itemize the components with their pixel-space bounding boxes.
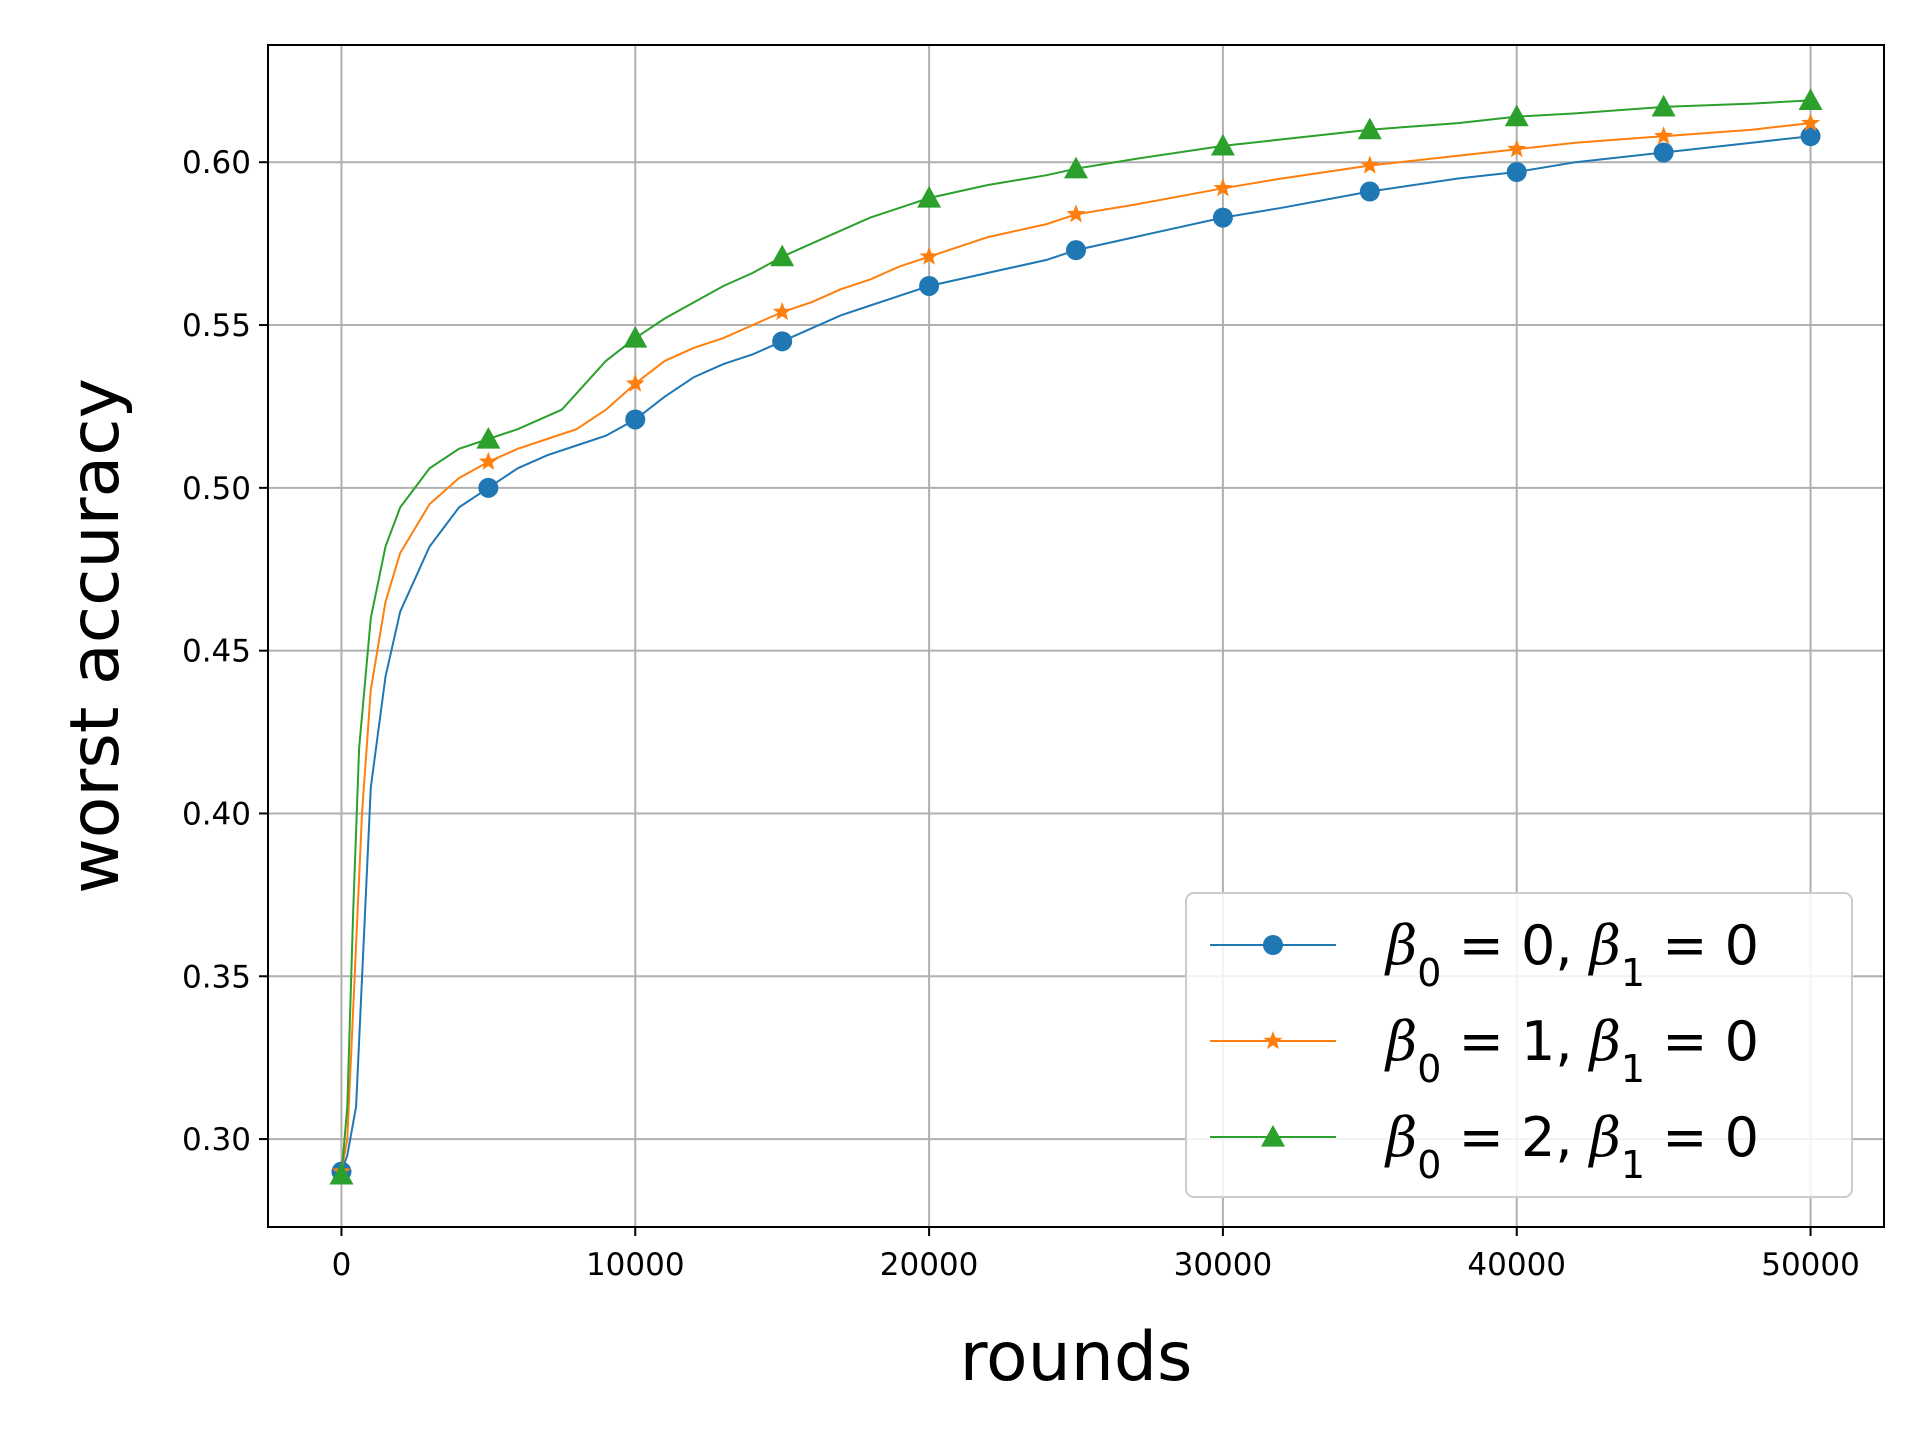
data-point <box>917 186 942 208</box>
y-tick-label: 0.55 <box>182 308 251 344</box>
data-point <box>1066 204 1086 223</box>
data-point <box>919 246 939 265</box>
legend-label-2: β0 = 2, β1 = 0 <box>1384 1106 1759 1187</box>
data-point <box>772 302 792 321</box>
series-line-2 <box>340 99 1811 1175</box>
y-tick-label: 0.30 <box>182 1122 251 1158</box>
data-point <box>1654 126 1674 145</box>
data-point <box>772 331 793 352</box>
data-point <box>1210 133 1235 156</box>
data-point <box>329 1162 354 1185</box>
axis-ticks: 0 10000 20000 30000 40000 50000 0.30 0.35 0.40 0.… <box>182 145 1860 1283</box>
data-point <box>1360 155 1380 174</box>
legend-marker-1 <box>1263 1031 1283 1050</box>
y-tick-label: 0.45 <box>182 634 251 670</box>
data-point <box>1798 88 1823 110</box>
legend-marker-0 <box>1263 935 1283 955</box>
data-point <box>1066 240 1086 261</box>
x-tick-label: 40000 <box>1467 1247 1566 1283</box>
data-point <box>1651 94 1676 117</box>
data-point <box>1357 117 1382 140</box>
data-point <box>1801 113 1821 132</box>
legend-marker-2 <box>1261 1125 1285 1147</box>
data-point <box>1212 207 1233 228</box>
x-axis-title: rounds <box>960 1318 1193 1397</box>
plot-frame <box>267 44 1885 1228</box>
y-axis-title: worst accuracy <box>56 378 135 894</box>
y-tick-label: 0.50 <box>182 471 251 507</box>
data-point <box>1064 156 1088 179</box>
x-tick-label: 50000 <box>1761 1247 1860 1283</box>
data-point <box>478 451 498 470</box>
y-tick-label: 0.35 <box>182 959 251 995</box>
data-point <box>1359 181 1380 202</box>
data-point <box>1507 139 1527 158</box>
legend-box <box>1185 892 1853 1198</box>
data-point <box>1504 104 1529 127</box>
data-point <box>478 477 499 498</box>
legend: β0 = 0, β1 = 0 β0 = 1, β1 = 0 β0 = 2, β1 =… <box>1185 892 1853 1198</box>
data-point <box>1506 161 1527 182</box>
x-tick-label: 10000 <box>586 1247 685 1283</box>
y-tick-label: 0.40 <box>182 796 251 832</box>
plot-area <box>329 88 1823 1185</box>
data-point <box>1800 126 1821 147</box>
y-tick-label: 0.60 <box>182 145 251 181</box>
x-tick-label: 30000 <box>1174 1247 1273 1283</box>
data-point <box>1213 178 1233 197</box>
data-point <box>476 427 501 449</box>
x-tick-label: 20000 <box>880 1247 979 1283</box>
x-tick-label: 0 <box>332 1247 352 1283</box>
data-point <box>1653 142 1674 163</box>
data-point <box>625 409 646 430</box>
data-point <box>919 275 940 296</box>
data-point <box>770 244 795 267</box>
series-line-1 <box>340 122 1811 1172</box>
legend-label-1: β0 = 1, β1 = 0 <box>1384 1010 1759 1091</box>
data-point <box>625 373 645 392</box>
legend-label-0: β0 = 0, β1 = 0 <box>1384 914 1759 995</box>
data-point <box>623 326 648 348</box>
